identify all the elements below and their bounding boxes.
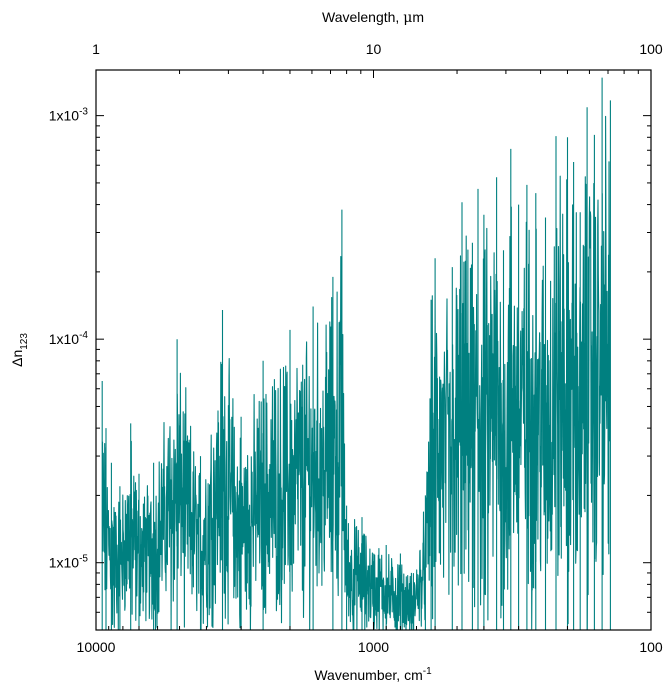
x-tick-label: 10000 bbox=[77, 639, 116, 655]
y-tick-label: 1x10-4 bbox=[49, 330, 89, 347]
y-tick-label: 1x10-5 bbox=[49, 554, 89, 571]
y-tick-label: 1x10-3 bbox=[49, 107, 89, 124]
top-tick-label: 10 bbox=[366, 41, 382, 57]
series-line bbox=[101, 77, 611, 630]
bottom-axis-title: Wavenumber, cm-1 bbox=[314, 666, 432, 683]
top-tick-label: 100 bbox=[639, 41, 663, 57]
top-tick-label: 1 bbox=[92, 41, 100, 57]
x-tick-label: 100 bbox=[639, 639, 663, 655]
top-axis-title: Wavelength, μm bbox=[322, 9, 424, 26]
y-axis-title: Δn123 bbox=[9, 333, 30, 367]
x-tick-label: 1000 bbox=[358, 639, 389, 655]
